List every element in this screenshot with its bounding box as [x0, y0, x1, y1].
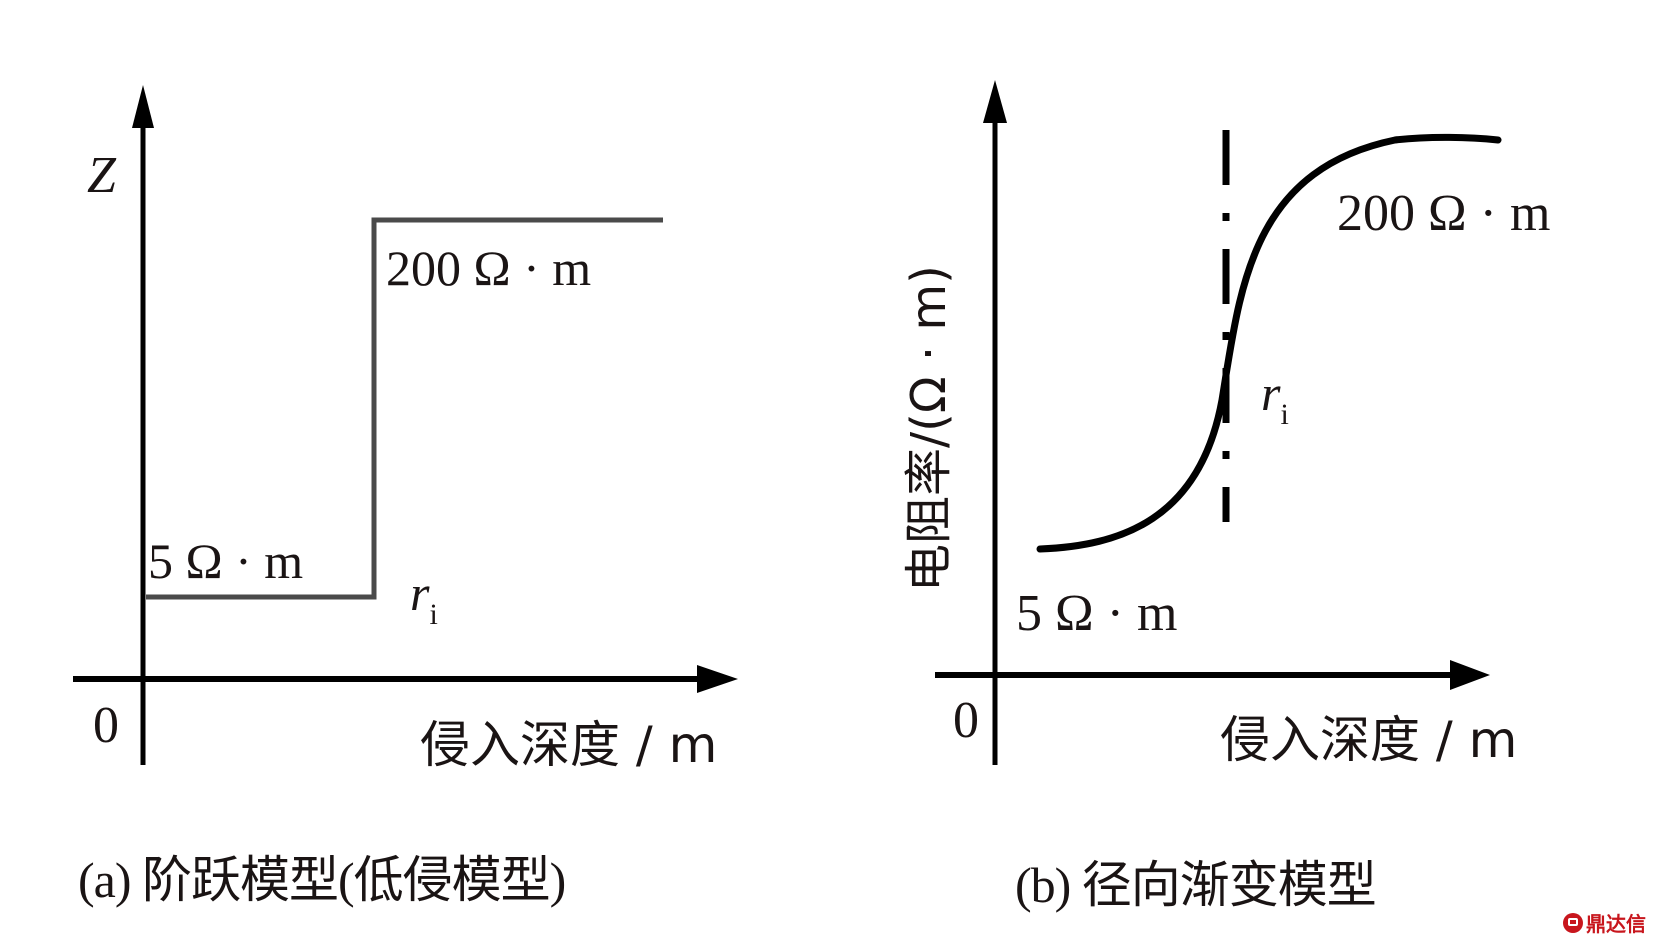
boundary-label-b: ri	[1261, 365, 1289, 431]
y-axis-label-a: Z	[87, 147, 117, 204]
caption-panel-a: (a) 阶跃模型(低侵模型)	[78, 852, 566, 908]
origin-label-b: 0	[953, 692, 979, 749]
panel-a: Z 200 Ω · m 5 Ω · m ri 0 侵入深度 / m	[73, 85, 738, 774]
origin-label-a: 0	[93, 697, 119, 754]
x-axis-label-a: 侵入深度 / m	[420, 716, 717, 774]
low-resistivity-label-a: 5 Ω · m	[148, 533, 303, 589]
boundary-label-a: ri	[410, 565, 438, 631]
x-axis-arrow-icon	[697, 665, 738, 693]
y-axis-arrow-icon	[132, 85, 154, 128]
watermark-logo-icon	[1563, 912, 1583, 933]
y-axis-arrow-icon	[983, 80, 1007, 123]
low-resistivity-label-b: 5 Ω · m	[1016, 585, 1177, 642]
step-profile-line	[146, 217, 663, 600]
panel-b: 200 Ω · m 5 Ω · m ri 0 侵入深度 / m 电阻率/(Ω ·…	[901, 80, 1550, 769]
high-resistivity-label-b: 200 Ω · m	[1337, 185, 1550, 242]
x-axis-label-b: 侵入深度 / m	[1220, 711, 1517, 769]
watermark: 鼎达信	[1563, 908, 1646, 937]
x-axis-arrow-icon	[1450, 660, 1490, 690]
gradient-profile-curve	[1036, 133, 1502, 553]
y-axis-label-b: 电阻率/(Ω · m)	[901, 265, 957, 592]
caption-panel-b: (b) 径向渐变模型	[1015, 857, 1377, 913]
watermark-text: 鼎达信	[1586, 912, 1646, 936]
high-resistivity-label-a: 200 Ω · m	[386, 240, 591, 296]
